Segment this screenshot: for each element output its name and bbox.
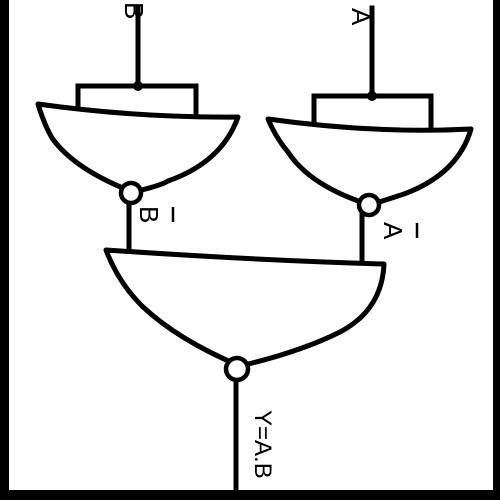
left-edge-shadow <box>0 0 9 500</box>
input-a-label: A <box>346 8 376 26</box>
nor-gate-right-bubble <box>356 192 382 218</box>
input-b-label: B <box>119 2 149 19</box>
left-gate-input-bar <box>75 83 199 121</box>
nor-gate-output-bubble <box>223 355 251 383</box>
bottom-edge-shadow <box>0 490 500 500</box>
not-b-label-group: B <box>134 206 175 223</box>
right-gate-input-bar <box>311 93 434 133</box>
not-a-label: A <box>378 222 408 240</box>
nor-gate-left-bubble <box>118 180 144 206</box>
nor-gate-right <box>265 116 474 208</box>
right-edge-shadow <box>493 0 500 500</box>
not-b-label: B <box>134 206 164 223</box>
not-a-label-group: A <box>378 222 419 240</box>
nor-gate-left <box>35 101 241 195</box>
nor-gate-output <box>103 247 387 369</box>
output-label: Y=A.B <box>249 410 276 479</box>
